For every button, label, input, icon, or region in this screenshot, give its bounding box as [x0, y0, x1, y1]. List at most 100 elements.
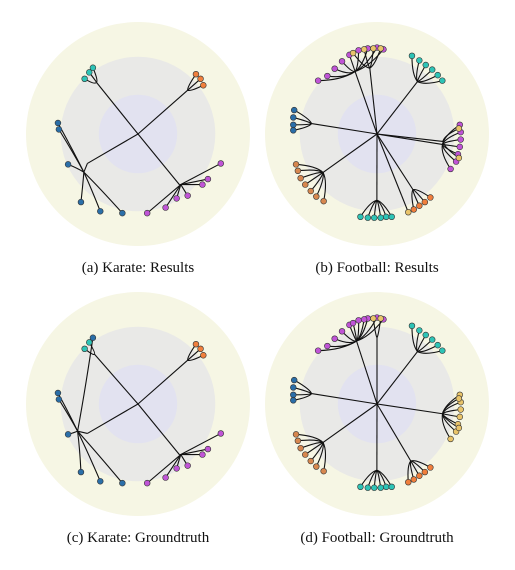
graph-node [162, 204, 169, 211]
graph-node [77, 468, 85, 476]
graph-node [119, 479, 126, 487]
edge [354, 49, 384, 73]
graph-node [81, 75, 88, 83]
edge [322, 172, 327, 202]
edge [87, 403, 139, 434]
graph-node [416, 327, 423, 334]
graph-node [204, 445, 212, 453]
graph-node [434, 71, 441, 79]
edge [322, 403, 378, 443]
edge [355, 340, 378, 405]
node-layer [290, 44, 464, 221]
graph-node [370, 315, 377, 322]
graph-node [204, 175, 212, 183]
graph-node [313, 193, 320, 200]
graph-node [290, 114, 297, 121]
graph-node [313, 463, 320, 470]
graph-node [457, 136, 464, 143]
graph-node [324, 72, 331, 80]
graph-node [307, 187, 314, 195]
graph-node [421, 468, 429, 476]
graph-node [422, 61, 429, 69]
graph-node [173, 195, 180, 202]
graph-node [429, 66, 436, 73]
graph-node [200, 82, 207, 89]
graph-node [349, 319, 357, 327]
graph-node [217, 160, 225, 167]
graph-node [439, 347, 446, 354]
edge [311, 123, 378, 135]
edge [137, 403, 180, 455]
graph-node [360, 316, 368, 323]
edge [146, 184, 182, 214]
edge [58, 399, 79, 432]
graph-node [119, 209, 126, 217]
graph-node [77, 198, 85, 206]
graph-node [55, 396, 63, 403]
graph-node [290, 106, 298, 114]
edge [146, 454, 182, 484]
graph-node [355, 317, 362, 324]
graph-node [89, 64, 97, 71]
edge [318, 71, 356, 82]
graph-node [410, 206, 418, 213]
graph-node [297, 174, 304, 182]
node-layer [54, 64, 225, 217]
graph-node [290, 391, 297, 399]
edge [83, 163, 88, 173]
edge [354, 71, 378, 135]
graph-node [290, 121, 297, 129]
edge [77, 337, 94, 432]
graph-node [457, 406, 464, 413]
graph-node [217, 430, 225, 437]
edge [96, 82, 139, 135]
edge [369, 68, 378, 135]
edge [322, 133, 378, 173]
graph-node [410, 476, 418, 483]
edge [376, 351, 418, 405]
graph-node [86, 69, 93, 76]
graph-node [297, 444, 304, 452]
edge-layer [57, 337, 222, 484]
graph-node [447, 435, 454, 443]
graph-node [455, 424, 463, 432]
graph-node [292, 161, 300, 168]
graph-node [421, 198, 429, 206]
edge [137, 359, 189, 405]
graph-node [455, 395, 463, 402]
graph-node [162, 474, 169, 481]
edge [83, 171, 123, 214]
graph-node [439, 77, 446, 84]
graph-node [377, 484, 384, 491]
graph-node [331, 335, 338, 342]
hyperbolic-embedding-football-groundtruth [265, 292, 489, 516]
edge [77, 431, 82, 473]
graph-node [427, 194, 434, 201]
edge [311, 393, 378, 405]
graph-node [455, 154, 463, 162]
edge [83, 171, 101, 212]
graph-node [427, 464, 434, 471]
edge [356, 319, 384, 342]
graph-node [199, 181, 206, 188]
graph-node [355, 47, 362, 54]
edge [376, 403, 412, 462]
caption-karate-groundtruth: (c) Karate: Groundtruth [66, 530, 210, 546]
panel-football-groundtruth: (d) Football: Groundtruth [257, 284, 497, 560]
graph-node [89, 334, 97, 341]
graph-node [97, 478, 104, 485]
graph-node [456, 413, 464, 421]
panel-karate-results: (a) Karate: Results [18, 14, 258, 290]
edge [376, 81, 418, 135]
graph-node [192, 340, 200, 348]
graph-node [371, 484, 378, 491]
graph-node [302, 181, 309, 188]
graph-node [64, 161, 72, 168]
graph-node [294, 167, 302, 175]
graph-node [364, 484, 372, 491]
graph-node [55, 126, 63, 133]
node-layer [54, 334, 225, 487]
graph-node [377, 214, 384, 221]
panel-football-results: (b) Football: Results [257, 14, 497, 290]
edge [87, 133, 139, 164]
